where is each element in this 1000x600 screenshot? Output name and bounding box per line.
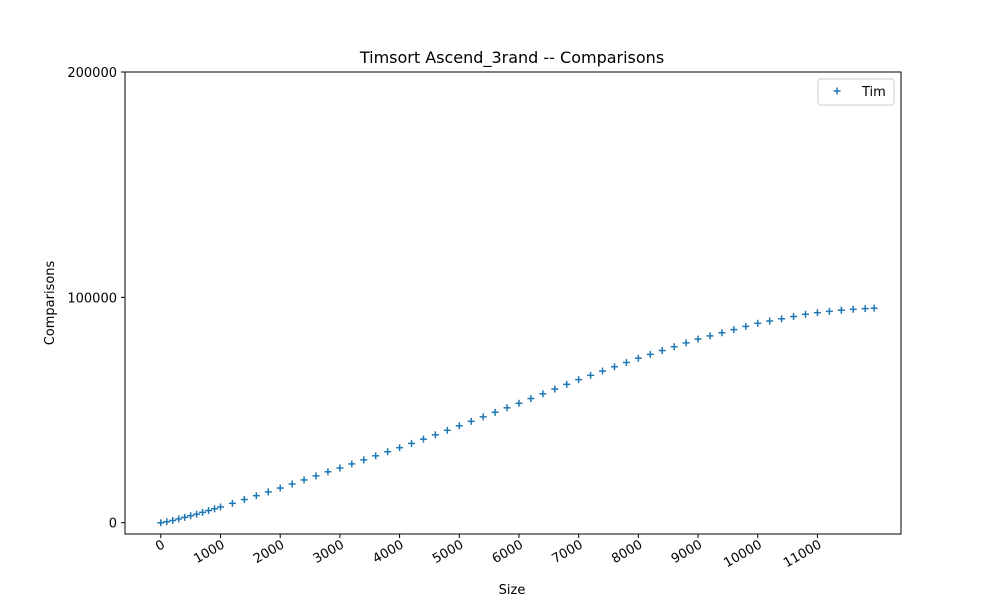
- data-point: [181, 513, 189, 521]
- x-tick-label: 8000: [609, 537, 645, 567]
- data-point: [825, 307, 833, 315]
- chart-title: Timsort Ascend_3rand -- Comparisons: [359, 48, 664, 68]
- data-point: [870, 304, 878, 312]
- data-point: [348, 460, 356, 468]
- data-point: [610, 363, 618, 371]
- data-point: [205, 507, 213, 515]
- x-tick-label: 5000: [430, 537, 466, 567]
- data-point: [861, 305, 869, 313]
- data-point: [396, 444, 404, 452]
- data-point: [837, 306, 845, 314]
- y-tick-label: 100000: [67, 291, 117, 306]
- x-tick-label: 0: [153, 537, 168, 554]
- data-point: [551, 385, 559, 393]
- data-point: [163, 518, 171, 526]
- data-point: [300, 476, 308, 484]
- data-point: [264, 488, 272, 496]
- data-point: [408, 439, 416, 447]
- x-tick-label: 2000: [251, 537, 287, 567]
- data-point: [503, 404, 511, 412]
- data-point: [658, 347, 666, 355]
- data-point: [455, 422, 463, 430]
- data-point: [193, 510, 201, 518]
- legend-marker-tim: [833, 87, 841, 95]
- data-point: [682, 339, 690, 347]
- data-point: [157, 519, 165, 527]
- data-point: [575, 376, 583, 384]
- data-point: [467, 417, 475, 425]
- data-point: [587, 371, 595, 379]
- data-point: [563, 380, 571, 388]
- legend-label-tim: Tim: [861, 85, 886, 100]
- data-point: [419, 435, 427, 443]
- data-point: [706, 332, 714, 340]
- data-point: [276, 484, 284, 492]
- data-point: [372, 452, 380, 460]
- data-point: [813, 309, 821, 317]
- x-tick-label: 4000: [370, 537, 406, 567]
- data-point: [228, 499, 236, 507]
- x-axis-label: Size: [499, 583, 526, 598]
- data-point: [718, 329, 726, 337]
- data-point: [766, 317, 774, 325]
- data-point: [754, 319, 762, 327]
- data-point: [801, 310, 809, 318]
- data-point: [175, 515, 183, 523]
- y-axis-label: Comparisons: [43, 260, 58, 345]
- legend-box: [817, 78, 895, 106]
- legend: Tim: [817, 78, 895, 106]
- data-point: [217, 503, 225, 511]
- data-point: [646, 350, 654, 358]
- data-point: [527, 395, 535, 403]
- data-point: [336, 464, 344, 472]
- data-point: [742, 322, 750, 330]
- data-point: [670, 343, 678, 351]
- data-point: [634, 354, 642, 362]
- data-point: [491, 408, 499, 416]
- data-point: [384, 448, 392, 456]
- x-tick-label: 10000: [721, 537, 764, 571]
- data-point: [849, 305, 857, 313]
- data-point: [312, 472, 320, 480]
- data-point: [211, 505, 219, 513]
- x-tick-label: 7000: [550, 537, 586, 567]
- data-point: [360, 456, 368, 464]
- y-tick-label: 0: [109, 517, 117, 532]
- data-point: [778, 315, 786, 323]
- data-point: [199, 508, 207, 516]
- data-point: [730, 326, 738, 334]
- data-point: [479, 413, 487, 421]
- data-point: [187, 512, 195, 520]
- y-axis-ticks: 0 100000 200000: [67, 66, 125, 532]
- x-tick-label: 9000: [669, 537, 705, 567]
- data-point: [599, 367, 607, 375]
- data-point: [240, 496, 248, 504]
- data-point: [443, 426, 451, 434]
- data-point: [169, 516, 177, 524]
- data-point: [622, 358, 630, 366]
- data-point: [539, 390, 547, 398]
- x-tick-label: 3000: [311, 537, 347, 567]
- x-tick-label: 1000: [191, 537, 227, 567]
- data-point: [694, 335, 702, 343]
- data-point: [431, 431, 439, 439]
- y-tick-label: 200000: [67, 66, 117, 81]
- data-point: [324, 468, 332, 476]
- data-points: [157, 304, 878, 527]
- data-point: [288, 480, 296, 488]
- x-tick-label: 6000: [490, 537, 526, 567]
- data-point: [515, 399, 523, 407]
- data-point: [252, 492, 260, 500]
- data-point: [790, 313, 798, 321]
- x-axis-ticks: 0 1000 2000 3000 4000 5000 6000 7000 8000 9000 100…: [153, 534, 824, 571]
- plot-area-frame: [124, 71, 902, 535]
- x-tick-label: 11000: [781, 537, 824, 571]
